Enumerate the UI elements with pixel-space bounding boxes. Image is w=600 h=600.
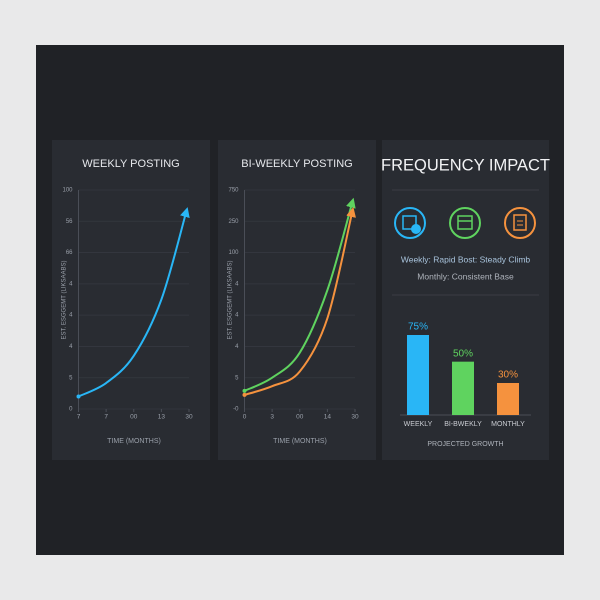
x-tick-label: 13 (158, 414, 166, 421)
y-tick-label: 100 (62, 188, 73, 194)
x-tick-label: 0 (243, 414, 247, 421)
start-dot (242, 392, 247, 397)
line-series (244, 197, 356, 392)
y-tick-label: 4 (69, 344, 73, 350)
x-tick-label: 7 (77, 414, 81, 421)
y-tick-label: 56 (66, 219, 73, 225)
bar (407, 335, 429, 415)
line-series (78, 207, 190, 398)
y-tick-label: 5 (235, 375, 239, 381)
y-tick-label: -0 (233, 407, 239, 413)
start-dot (76, 394, 81, 399)
y-tick-label: 0 (69, 407, 73, 413)
x-axis-label: PROJECTED GROWTH (427, 441, 503, 448)
y-tick-label: 4 (69, 281, 73, 287)
bar (497, 383, 519, 415)
note: Weekly: Rapid Bost: Steady Climb (401, 254, 531, 264)
y-tick-label: 4 (235, 281, 239, 287)
x-axis-label: TIME (MONTHS) (273, 438, 327, 445)
category-label: MONTHLY (491, 421, 525, 428)
bar (452, 361, 474, 415)
value-label: 75% (408, 322, 428, 333)
y-tick-label: 250 (228, 219, 239, 225)
line-series (244, 207, 356, 396)
x-tick-label: 7 (104, 414, 108, 421)
y-tick-label: 100 (228, 250, 239, 256)
y-axis-label: EST. ESGGEMT (LIKSAABS) (62, 261, 68, 340)
y-tick-label: 4 (235, 344, 239, 350)
start-dot (242, 388, 247, 393)
y-axis-label: EST. ESGGEMT (LIKSAABS) (228, 261, 234, 340)
value-label: 30% (498, 370, 518, 381)
note: Monthly: Consistent Base (417, 271, 514, 281)
icon-blue (394, 207, 426, 239)
icon-orange (504, 207, 536, 239)
y-tick-label: 5 (69, 375, 73, 381)
x-tick-label: 3 (270, 414, 274, 421)
y-tick-label: 66 (66, 250, 73, 256)
card (52, 140, 210, 460)
category-label: WEEKLY (404, 421, 433, 428)
chart-title: WEEKLY POSTING (82, 158, 179, 170)
panel-title: FREQUENCY IMPACT (381, 156, 550, 174)
y-tick-label: 4 (235, 313, 239, 319)
y-tick-label: 750 (228, 188, 239, 194)
x-tick-label: 30 (351, 414, 359, 421)
x-tick-label: 00 (130, 414, 138, 421)
x-tick-label: 30 (185, 414, 193, 421)
chart-title: BI-WEEKLY POSTING (241, 158, 352, 170)
value-label: 50% (453, 348, 473, 359)
x-tick-label: 00 (296, 414, 304, 421)
x-tick-label: 14 (324, 414, 332, 421)
y-tick-label: 4 (69, 313, 73, 319)
card (218, 140, 376, 460)
x-axis-label: TIME (MONTHS) (107, 438, 161, 445)
category-label: BI-BWEKLY (444, 421, 482, 428)
icon-green (449, 207, 481, 239)
